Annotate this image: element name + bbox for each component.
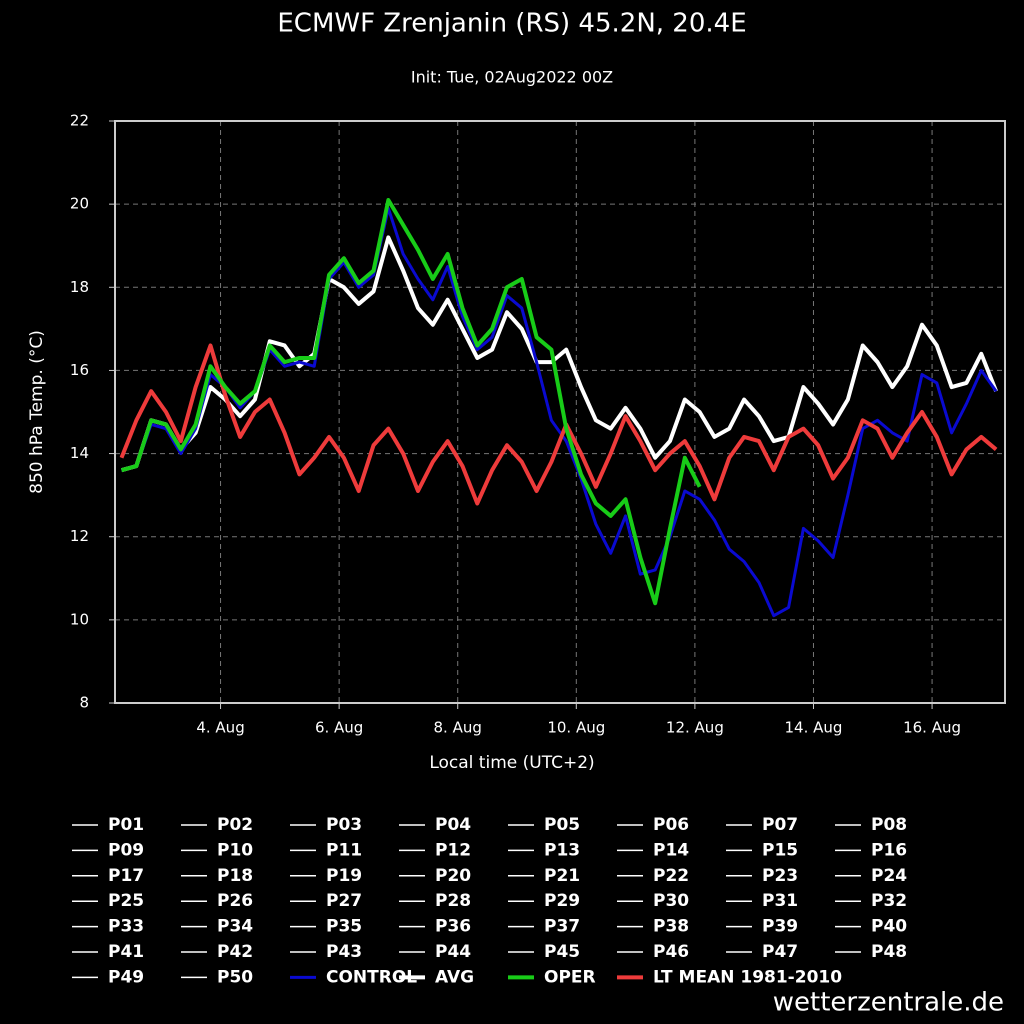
legend-label: P41: [108, 942, 144, 962]
x-tick-label: 10. Aug: [547, 719, 605, 737]
y-tick-label: 20: [70, 195, 89, 213]
legend-label: P44: [435, 942, 471, 962]
x-axis-label: Local time (UTC+2): [429, 753, 594, 773]
legend-label: P48: [871, 942, 907, 962]
legend-label: P02: [217, 815, 253, 835]
legend-label: P35: [326, 917, 362, 937]
x-tick-label: 8. Aug: [434, 719, 482, 737]
legend-label: P39: [762, 917, 798, 937]
legend-label: P12: [435, 840, 471, 860]
legend-label: P45: [544, 942, 580, 962]
legend-label: P26: [217, 891, 253, 911]
legend-label: AVG: [435, 967, 474, 987]
x-tick-label: 14. Aug: [785, 719, 843, 737]
legend-label: P46: [653, 942, 689, 962]
legend-label: P19: [326, 866, 362, 886]
legend-label: P07: [762, 815, 798, 835]
legend-label: P08: [871, 815, 907, 835]
legend-label: P16: [871, 840, 907, 860]
legend-label: P31: [762, 891, 798, 911]
legend-label: P18: [217, 866, 253, 886]
plot-frame: [114, 120, 1006, 704]
series-line: [119, 343, 998, 506]
y-tick-label: 12: [70, 527, 89, 545]
legend-label: P25: [108, 891, 144, 911]
legend-label: P04: [435, 815, 471, 835]
legend-label: P43: [326, 942, 362, 962]
legend-label: P28: [435, 891, 471, 911]
legend-label: P50: [217, 967, 253, 987]
legend-label: LT MEAN 1981-2010: [653, 967, 842, 987]
x-tick-label: 12. Aug: [666, 719, 724, 737]
chart-subtitle: Init: Tue, 02Aug2022 00Z: [411, 68, 613, 87]
x-tick-label: 6. Aug: [315, 719, 363, 737]
legend-label: CONTROL: [326, 967, 417, 987]
legend-label: P33: [108, 917, 144, 937]
legend-label: P13: [544, 840, 580, 860]
legend-label: P32: [871, 891, 907, 911]
legend-label: P21: [544, 866, 580, 886]
legend-label: P29: [544, 891, 580, 911]
y-tick-label: 16: [70, 361, 89, 379]
legend-label: P22: [653, 866, 689, 886]
legend-label: P17: [108, 866, 144, 886]
y-axis-label: 850 hPa Temp. (°C): [27, 330, 47, 494]
legend-label: P30: [653, 891, 689, 911]
legend-label: P01: [108, 815, 144, 835]
legend-label: P11: [326, 840, 362, 860]
legend-label: P49: [108, 967, 144, 987]
legend-label: P15: [762, 840, 798, 860]
legend-label: P36: [435, 917, 471, 937]
y-tick-label: 8: [79, 694, 89, 712]
legend-label: P05: [544, 815, 580, 835]
legend-label: P24: [871, 866, 907, 886]
legend-label: P23: [762, 866, 798, 886]
legend-label: P10: [217, 840, 253, 860]
y-tick-label: 10: [70, 610, 89, 628]
y-tick-label: 22: [70, 112, 89, 130]
legend-label: P20: [435, 866, 471, 886]
legend-label: P03: [326, 815, 362, 835]
chart-title: ECMWF Zrenjanin (RS) 45.2N, 20.4E: [277, 9, 746, 39]
legend-label: P06: [653, 815, 689, 835]
legend-label: OPER: [544, 967, 596, 987]
y-tick-label: 14: [70, 444, 89, 462]
legend-label: P09: [108, 840, 144, 860]
legend-label: P40: [871, 917, 907, 937]
legend-label: P37: [544, 917, 580, 937]
x-tick-label: 4. Aug: [196, 719, 244, 737]
legend-label: P42: [217, 942, 253, 962]
legend-label: P14: [653, 840, 689, 860]
y-tick-label: 18: [70, 278, 89, 296]
watermark: wetterzentrale.de: [773, 988, 1004, 1018]
x-tick-label: 16. Aug: [903, 719, 961, 737]
legend-label: P27: [326, 891, 362, 911]
legend-label: P47: [762, 942, 798, 962]
legend-label: P38: [653, 917, 689, 937]
series-line: [120, 197, 702, 606]
legend-label: P34: [217, 917, 253, 937]
